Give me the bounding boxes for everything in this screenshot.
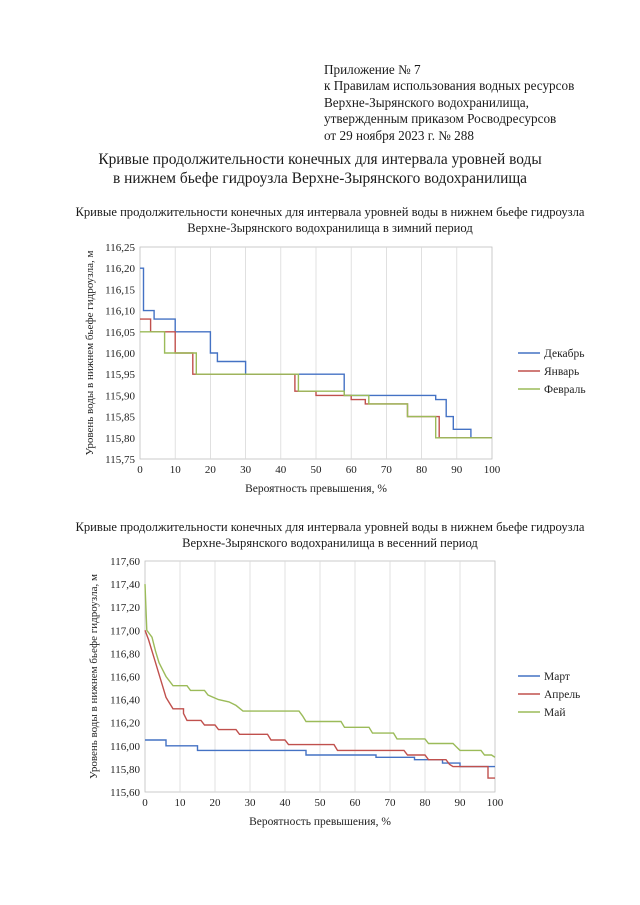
legend-label: Апрель: [544, 689, 580, 701]
series-line-1: [145, 739, 495, 768]
y-tick-label: 115,80: [105, 433, 135, 445]
x-tick-label: 100: [487, 797, 504, 809]
appendix-line: от 29 ноября 2023 г. № 288: [324, 127, 474, 143]
series-line-3: [140, 331, 492, 439]
y-axis-label: Уровень воды в нижнем бьефе гидроузла, м: [88, 574, 100, 779]
x-tick-label: 90: [451, 464, 463, 476]
y-tick-label: 116,10: [105, 306, 135, 318]
x-tick-label: 30: [240, 464, 252, 476]
x-tick-label: 20: [205, 464, 217, 476]
appendix-line: к Правилам использования водных ресурсов: [324, 78, 575, 94]
x-tick-label: 60: [346, 464, 358, 476]
y-tick-label: 115,85: [105, 412, 135, 424]
y-tick-label: 116,60: [110, 672, 140, 684]
x-tick-label: 40: [275, 464, 287, 476]
appendix-line: Приложение № 7: [324, 62, 421, 77]
x-tick-label: 30: [245, 797, 257, 809]
legend-label: Май: [544, 707, 565, 719]
y-tick-label: 116,20: [110, 718, 140, 730]
x-tick-label: 0: [142, 797, 148, 809]
y-tick-label: 117,20: [110, 602, 140, 614]
y-tick-label: 116,20: [105, 263, 135, 275]
y-tick-label: 115,60: [110, 787, 140, 799]
y-tick-label: 116,40: [110, 695, 140, 707]
chart-title-line: Верхне-Зырянского водохранилища в весенн…: [182, 535, 478, 550]
x-tick-label: 80: [420, 797, 432, 809]
y-tick-label: 117,60: [110, 556, 140, 568]
appendix-line: утвержденным приказом Росводресурсов: [324, 111, 557, 127]
series-line-3: [144, 584, 496, 758]
y-tick-label: 116,25: [105, 242, 135, 254]
legend-label: Декабрь: [544, 348, 584, 360]
legend-label: Январь: [544, 366, 579, 378]
appendix-block: Приложение № 7 к Правилам использования …: [324, 62, 574, 144]
document-heading: Кривые продолжительности конечных для ин…: [0, 150, 640, 188]
y-tick-label: 115,80: [110, 764, 140, 776]
y-tick-label: 116,00: [105, 348, 135, 360]
heading-line: в нижнем бьефе гидроузла Верхне-Зырянско…: [113, 170, 527, 187]
chart-title-line: Кривые продолжительности конечных для ин…: [75, 205, 585, 219]
x-tick-label: 50: [315, 797, 327, 809]
legend-label: Март: [544, 671, 570, 683]
x-tick-label: 10: [170, 464, 182, 476]
y-tick-label: 117,00: [110, 625, 140, 637]
legend-label: Февраль: [544, 384, 586, 396]
y-tick-label: 116,00: [110, 741, 140, 753]
x-tick-label: 70: [385, 797, 397, 809]
x-axis-label: Вероятность превышения, %: [245, 483, 387, 495]
y-tick-label: 117,40: [110, 579, 140, 591]
x-tick-label: 80: [416, 464, 428, 476]
x-tick-label: 100: [484, 464, 501, 476]
x-tick-label: 60: [350, 797, 362, 809]
x-tick-label: 70: [381, 464, 393, 476]
y-tick-label: 115,90: [105, 390, 135, 402]
y-tick-label: 116,05: [105, 327, 135, 339]
x-tick-label: 20: [210, 797, 222, 809]
chart-title-line: Кривые продолжительности конечных для ин…: [75, 520, 585, 534]
y-tick-label: 115,75: [105, 454, 135, 466]
spring-chart-title: Кривые продолжительности конечных для ин…: [0, 520, 640, 551]
appendix-line: Верхне-Зырянского водохранилища,: [324, 94, 529, 110]
x-tick-label: 40: [280, 797, 292, 809]
series-line-1: [140, 267, 492, 439]
x-tick-label: 90: [455, 797, 467, 809]
winter-chart: 0 10 20 30 40 50 60 70 80 90 100 115,75 115,80 115,85…: [84, 242, 586, 495]
chart-title-line: Верхне-Зырянского водохранилища в зимний…: [187, 220, 473, 235]
spring-chart: 0 10 20 30 40 50 60 70 80 90 100 115,60 115,80 116,00…: [88, 556, 580, 828]
y-tick-label: 115,95: [105, 369, 135, 381]
heading-line: Кривые продолжительности конечных для ин…: [98, 151, 542, 168]
x-tick-label: 50: [311, 464, 323, 476]
series-line-2: [144, 630, 495, 779]
x-tick-label: 0: [137, 464, 143, 476]
y-tick-label: 116,15: [105, 284, 135, 296]
y-axis-label: Уровень воды в нижнем бьефе гидроузла, м: [84, 250, 96, 455]
winter-chart-title: Кривые продолжительности конечных для ин…: [0, 205, 640, 236]
x-axis-label: Вероятность превышения, %: [249, 816, 391, 828]
y-tick-label: 116,80: [110, 648, 140, 660]
x-tick-label: 10: [175, 797, 187, 809]
